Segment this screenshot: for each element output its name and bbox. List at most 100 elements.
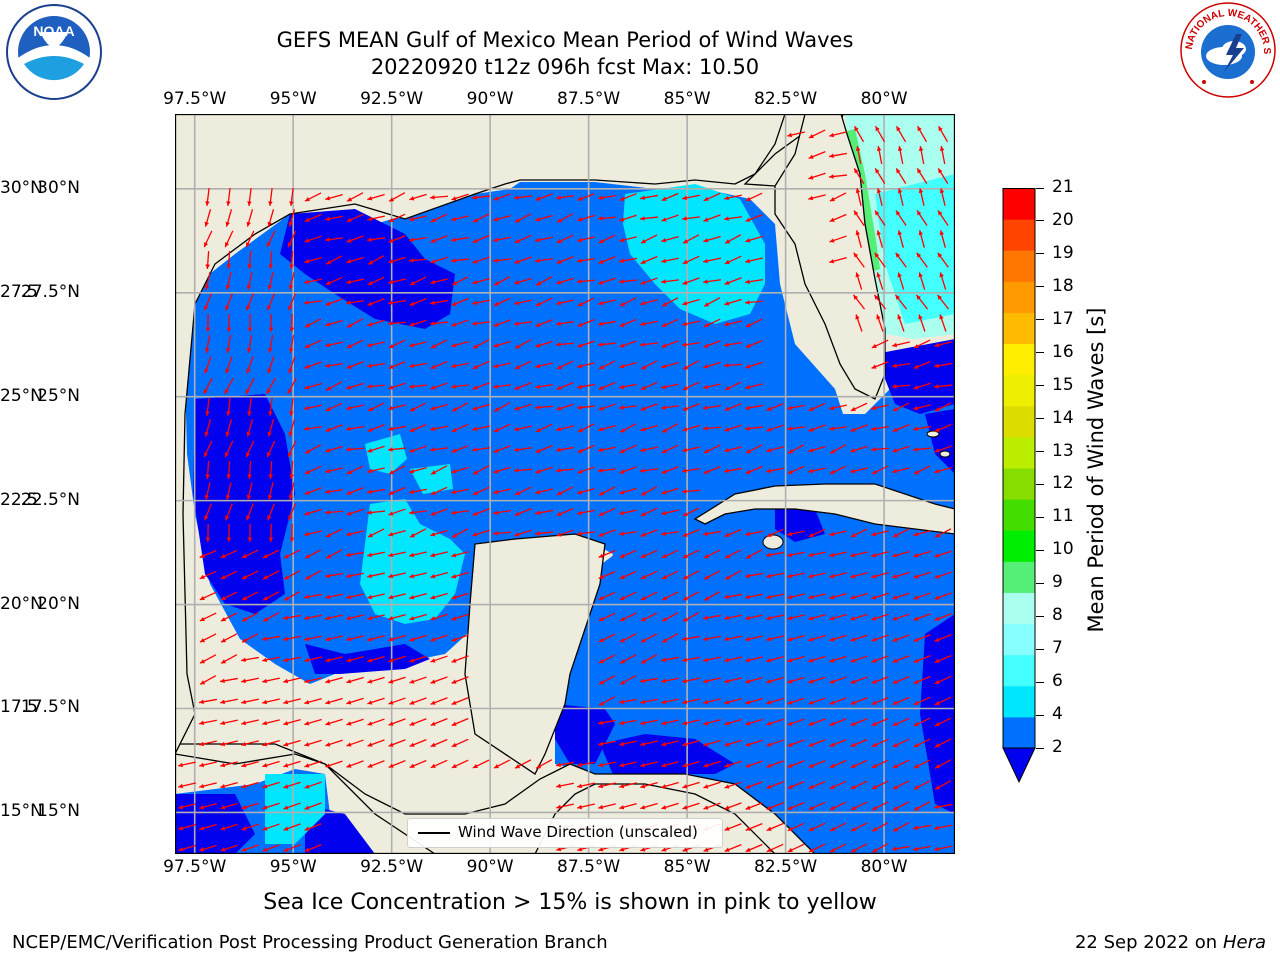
wind-arrow (850, 759, 868, 769)
wind-arrow (451, 297, 469, 307)
wind-arrow (388, 614, 406, 621)
bahamas-island (926, 430, 940, 438)
wind-arrow (430, 676, 448, 684)
wind-arrow (409, 445, 427, 453)
wind-arrow (472, 339, 490, 349)
wind-arrow (724, 320, 742, 327)
wind-arrow (287, 230, 297, 248)
wind-arrow (262, 844, 280, 852)
wind-arrow (345, 447, 365, 452)
wind-arrow (555, 468, 575, 473)
wind-arrow (450, 258, 470, 263)
wind-arrow (724, 467, 742, 474)
wind-arrow (430, 759, 448, 769)
colorbar-tick-label: 6 (1052, 671, 1063, 692)
wind-arrow (289, 460, 294, 480)
wind-arrow (682, 740, 700, 747)
wind-arrow (577, 257, 595, 263)
wind-arrow (225, 419, 233, 437)
wind-arrow (661, 677, 679, 684)
wind-arrow (246, 419, 254, 437)
wind-arrow (430, 572, 448, 579)
wind-arrow (703, 235, 721, 243)
wind-arrow (661, 802, 679, 810)
wind-arrow (681, 489, 701, 494)
wind-arrow (892, 550, 910, 558)
wind-arrow (346, 235, 364, 243)
wind-arrow (870, 447, 890, 452)
low-period-region (280, 209, 455, 329)
wind-arrow (745, 235, 763, 243)
wind-arrow (288, 209, 296, 227)
wind-arrow (934, 571, 952, 579)
wind-arrow (388, 192, 406, 202)
wind-arrow (829, 801, 847, 811)
wind-arrow (205, 187, 210, 207)
wind-arrow (766, 528, 784, 538)
wind-arrow (577, 803, 595, 810)
wind-arrow (220, 570, 238, 580)
wind-arrow (598, 803, 616, 810)
wind-arrow (682, 760, 700, 768)
lon-tick-label: 87.5°W (557, 857, 621, 877)
wind-arrow (577, 423, 595, 433)
wind-arrow (226, 187, 231, 207)
colorbar-segment (1003, 343, 1035, 376)
wind-arrow (640, 719, 658, 726)
wind-arrow (514, 425, 532, 432)
wind-arrow (577, 236, 595, 243)
wind-arrow (661, 257, 679, 264)
wind-arrow (913, 655, 931, 663)
colorbar-segment (1003, 654, 1035, 687)
wind-arrow (304, 257, 322, 264)
wind-arrow (556, 803, 574, 810)
wind-arrow (934, 402, 952, 412)
wind-arrow (205, 523, 211, 543)
wind-arrow (226, 460, 231, 480)
wind-arrow (346, 635, 364, 642)
wind-arrow (577, 214, 595, 222)
lon-tick-label: 80°W (860, 857, 908, 877)
wind-arrow (288, 335, 295, 353)
bahamas-island (939, 450, 951, 458)
wind-arrow (918, 230, 925, 248)
wind-arrow (766, 446, 784, 453)
footer-date-text: 22 Sep 2022 on (1074, 932, 1218, 953)
wind-arrow (913, 759, 931, 769)
wind-arrow (682, 698, 700, 705)
wind-arrow (703, 614, 721, 621)
wind-arrow (661, 214, 679, 222)
colorbar-tick-label: 10 (1052, 539, 1074, 560)
wind-arrow (724, 823, 742, 831)
lat-tick-label: 27.5 (0, 281, 38, 302)
wind-arrow (829, 634, 847, 642)
wind-arrow (745, 823, 763, 831)
wind-arrow (535, 276, 553, 286)
wind-arrow (871, 717, 889, 727)
wind-arrow (577, 488, 595, 495)
wind-arrow (245, 230, 255, 248)
wind-arrow (703, 361, 721, 369)
central-america-land (175, 743, 816, 854)
wind-arrow (640, 277, 658, 285)
wind-arrow (493, 236, 511, 243)
map-legend: Wind Wave Direction (unscaled) (407, 818, 723, 848)
wind-arrow (246, 293, 254, 311)
wind-arrow (577, 297, 595, 307)
wind-arrow (346, 213, 364, 223)
wind-arrow (640, 381, 658, 391)
wind-arrow (472, 529, 490, 537)
wind-arrow (915, 294, 929, 310)
wind-arrow (892, 424, 910, 432)
wind-arrow (724, 528, 742, 538)
wind-arrow (576, 279, 596, 284)
wind-arrow (745, 614, 763, 621)
wind-arrow (388, 235, 406, 243)
wind-arrow (304, 802, 322, 810)
wind-arrow (220, 761, 238, 768)
wind-arrow (225, 356, 233, 374)
wind-arrow (934, 717, 952, 727)
wind-arrow (535, 340, 553, 348)
wind-arrow (367, 193, 385, 201)
lon-tick-label: 85°W (663, 857, 711, 877)
